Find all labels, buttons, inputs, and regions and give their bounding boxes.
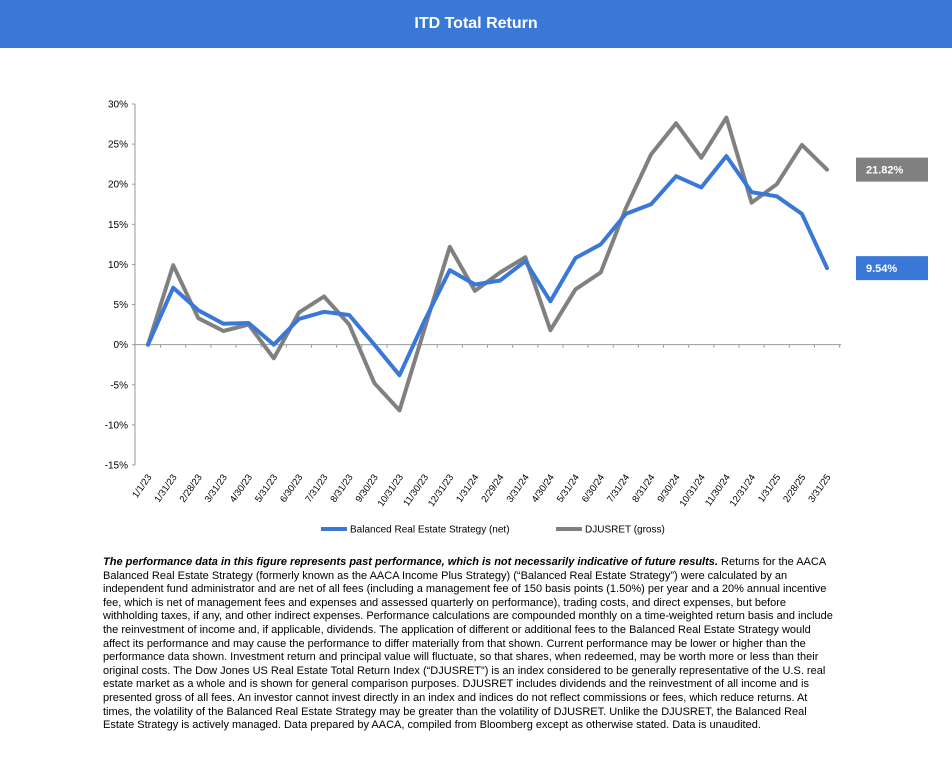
series-line-balanced-real-estate-strategy — [146, 154, 829, 378]
callout-box-balanced — [856, 256, 928, 281]
y-axis: 30% 25% 20% 15% 10% 5% 0% -5% -10% -15% — [105, 100, 136, 472]
callout-label-djusret: 21.82% — [866, 165, 904, 177]
x-tick-label: 8/31/23 — [328, 472, 355, 504]
x-tick-label: 3/31/23 — [203, 472, 230, 504]
y-tick-label: -15% — [105, 461, 128, 472]
y-tick-label: 15% — [108, 220, 128, 231]
legend-label-balanced: Balanced Real Estate Strategy (net) — [350, 525, 510, 536]
x-tick-label: 1/31/24 — [454, 472, 481, 504]
x-tick-label: 7/31/23 — [303, 472, 330, 504]
x-tick-label: 1/31/23 — [152, 472, 179, 504]
disclaimer-lead: The performance data in this figure repr… — [103, 556, 718, 568]
y-tick-label: 25% — [108, 140, 128, 151]
x-tick-label: 2/29/24 — [479, 472, 506, 504]
x-tick-label: 10/31/23 — [376, 472, 406, 509]
line-chart: 30%25%20%15%10%5%0%-5%-10%-15% 1/1/231/3… — [105, 100, 928, 536]
x-tick-label: 2/28/23 — [178, 472, 205, 504]
x-tick-label: 5/31/24 — [555, 472, 582, 504]
x-tick-label: 6/30/24 — [580, 472, 607, 504]
x-axis: 1/1/231/31/232/28/233/31/234/30/235/31/2… — [130, 344, 841, 509]
performance-disclaimer: The performance data in this figure repr… — [103, 556, 833, 733]
x-tick-label: 1/31/25 — [756, 472, 783, 504]
disclaimer-body: Returns for the AACA Balanced Real Estat… — [103, 556, 833, 732]
x-tick-label: 4/30/24 — [530, 472, 557, 504]
chart-title-bar: ITD Total Return — [0, 0, 952, 48]
series-layer — [146, 115, 829, 413]
y-tick-label: 20% — [108, 180, 128, 191]
x-tick-label: 8/31/24 — [630, 472, 657, 504]
end-value-callouts: 9.54% 21.82% — [856, 157, 928, 281]
y-tick-label: 30% — [108, 100, 128, 111]
x-tick-label: 12/31/24 — [728, 472, 758, 509]
chart-title: ITD Total Return — [414, 15, 538, 32]
y-tick-label: -5% — [110, 380, 128, 391]
x-tick-label: 12/31/23 — [426, 472, 456, 509]
callout-label-balanced: 9.54% — [866, 263, 897, 275]
legend-label-djusret: DJUSRET (gross) — [585, 525, 665, 536]
x-tick-label: 3/31/24 — [505, 472, 532, 504]
series-line-djusret — [146, 115, 829, 413]
x-tick-label: 1/1/23 — [130, 472, 154, 500]
x-tick-label: 2/28/25 — [781, 472, 808, 504]
y-tick-label: 5% — [114, 300, 129, 311]
callout-box-djusret — [856, 157, 928, 182]
x-tick-label: 5/31/23 — [253, 472, 280, 504]
y-tick-label: 10% — [108, 260, 128, 271]
y-tick-label: 0% — [114, 340, 129, 351]
legend: Balanced Real Estate Strategy (net) DJUSR… — [321, 525, 665, 536]
x-tick-label: 6/30/23 — [278, 472, 305, 504]
x-tick-label: 7/31/24 — [605, 472, 632, 504]
x-tick-label: 10/31/24 — [678, 472, 708, 509]
y-tick-label: -10% — [105, 420, 128, 431]
x-tick-label: 3/31/25 — [806, 472, 833, 504]
x-tick-label: 4/30/23 — [228, 472, 255, 504]
